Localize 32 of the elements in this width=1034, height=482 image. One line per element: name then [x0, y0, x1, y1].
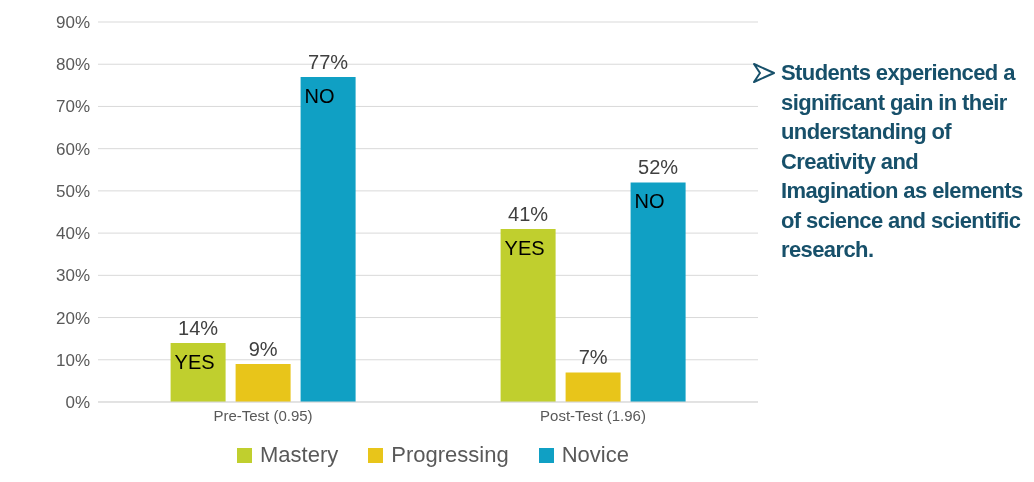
data-label: 9% [248, 338, 278, 360]
legend-label: Novice [560, 442, 629, 468]
y-tick-label: 80% [55, 55, 90, 75]
y-tick-label: 40% [55, 224, 90, 244]
data-label: 77% [308, 50, 349, 73]
legend-label: Progressing [390, 442, 509, 468]
annotation: YES [504, 236, 545, 259]
text: Students experienced a significant gain in their understanding of Creativity and Imagination as elements of science and scientific research. [781, 59, 1024, 264]
bar [235, 364, 291, 402]
annotation: YES [174, 350, 215, 373]
bar [630, 182, 686, 402]
y-tick-label: 70% [55, 97, 90, 117]
legend-label: Mastery [259, 442, 339, 468]
x-tick-label: Pre-Test (0.95) [213, 406, 313, 424]
x-tick-label: Post-Test (1.96) [540, 406, 646, 424]
bar [170, 342, 226, 402]
annotation: NO [304, 84, 335, 107]
y-tick-label: 20% [55, 308, 90, 328]
y-tick-label: 50% [55, 181, 90, 201]
data-label: 41% [508, 202, 549, 225]
y-tick-label: 60% [55, 139, 90, 159]
bar [300, 76, 356, 402]
bar [500, 228, 556, 402]
annotation: NO [634, 190, 665, 213]
data-label: 52% [638, 156, 679, 179]
y-tick-label: 0% [65, 393, 90, 413]
y-tick-label: 10% [55, 350, 90, 370]
bar [565, 372, 621, 402]
y-tick-label: 30% [55, 266, 90, 286]
y-tick-label: 90% [55, 13, 90, 33]
data-label: 14% [178, 316, 219, 339]
data-label: 7% [578, 346, 608, 369]
